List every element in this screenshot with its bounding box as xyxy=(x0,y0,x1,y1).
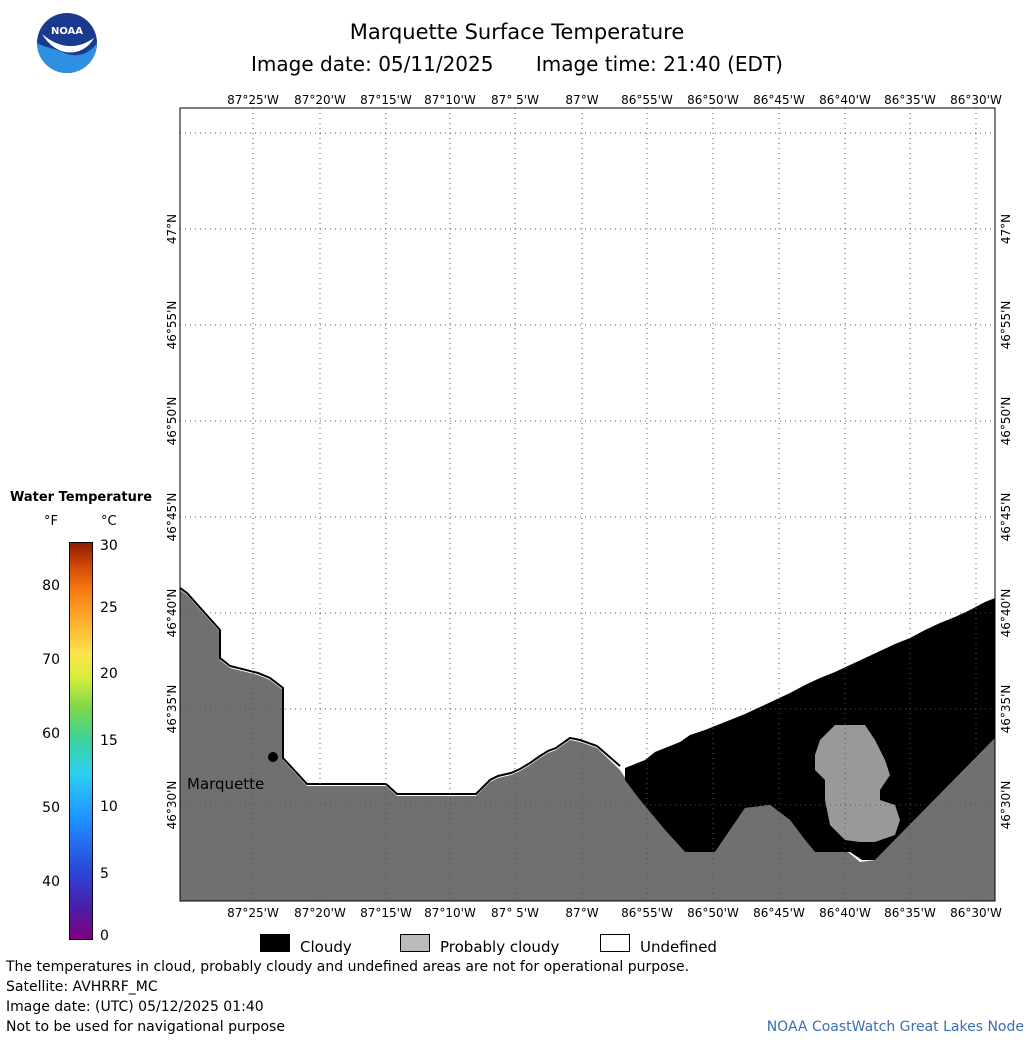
latitude-label-right: 46°30'N xyxy=(999,781,1013,830)
longitude-label-top: 86°50'W xyxy=(687,93,739,107)
undefined-swatch xyxy=(600,934,630,952)
longitude-label-top: 87°25'W xyxy=(227,93,279,107)
city-marker-icon xyxy=(268,752,278,762)
longitude-label-bottom: 87°W xyxy=(565,906,598,920)
longitude-label-bottom: 86°40'W xyxy=(819,906,871,920)
c-tick: 30 xyxy=(100,538,118,554)
c-tick: 25 xyxy=(100,600,118,616)
longitude-label-bottom: 86°50'W xyxy=(687,906,739,920)
f-tick: 60 xyxy=(42,726,60,742)
credit-link[interactable]: NOAA CoastWatch Great Lakes Node xyxy=(766,1019,1024,1035)
footer-disclaimer: The temperatures in cloud, probably clou… xyxy=(6,959,690,975)
longitude-label-bottom: 87°25'W xyxy=(227,906,279,920)
latitude-label-left: 46°55'N xyxy=(165,301,179,350)
noaa-logo-icon: NOAA xyxy=(37,13,97,73)
f-tick: 40 xyxy=(42,874,60,890)
longitude-label-top: 86°55'W xyxy=(621,93,673,107)
latitude-label-left: 46°35'N xyxy=(165,685,179,734)
latitude-label-right: 46°50'N xyxy=(999,397,1013,446)
legend-unit-f: °F xyxy=(44,514,58,529)
footer-utc-date: Image date: (UTC) 05/12/2025 01:40 xyxy=(6,999,264,1015)
latitude-labels-right: 47°N 46°55'N 46°50'N 46°45'N 46°40'N 46°35'N 4… xyxy=(999,214,1013,830)
noaa-logo-text: NOAA xyxy=(51,26,83,37)
probably-cloudy-area xyxy=(815,725,900,842)
longitude-labels-top: 87°25'W 87°20'W 87°15'W 87°10'W 87° 5'W 87°W 8… xyxy=(227,93,1002,107)
map-title: Marquette Surface Temperature xyxy=(349,20,685,44)
latitude-label-left: 46°40'N xyxy=(165,589,179,638)
latitude-label-right: 46°55'N xyxy=(999,301,1013,350)
image-time-label: Image time: 21:40 (EDT) xyxy=(535,52,783,76)
longitude-label-top: 86°30'W xyxy=(950,93,1002,107)
longitude-label-top: 87°W xyxy=(565,93,598,107)
longitude-label-bottom: 86°35'W xyxy=(884,906,936,920)
image-date-label: Image date: 05/11/2025 xyxy=(251,52,494,76)
undefined-label: Undefined xyxy=(640,938,717,956)
probably-cloudy-label: Probably cloudy xyxy=(440,938,560,956)
coastline xyxy=(179,587,621,795)
f-tick: 80 xyxy=(42,578,60,594)
cloudy-swatch xyxy=(260,934,290,952)
latitude-label-right: 46°35'N xyxy=(999,685,1013,734)
probably-cloudy-swatch xyxy=(400,934,430,952)
map-frame xyxy=(179,107,996,902)
temperature-color-bar xyxy=(69,542,93,940)
longitude-label-bottom: 87°10'W xyxy=(424,906,476,920)
longitude-label-top: 87°10'W xyxy=(424,93,476,107)
cloudy-label: Cloudy xyxy=(300,938,352,956)
latitude-labels-left: 47°N 46°55'N 46°50'N 46°45'N 46°40'N 46°35'N 4… xyxy=(165,214,179,830)
land-area xyxy=(180,590,995,901)
cloudy-area xyxy=(625,598,995,860)
longitude-labels-bottom: 87°25'W 87°20'W 87°15'W 87°10'W 87° 5'W 87°W 8… xyxy=(227,906,1002,920)
longitude-label-bottom: 87°20'W xyxy=(294,906,346,920)
latitude-label-left: 46°45'N xyxy=(165,493,179,542)
footer-satellite: Satellite: AVHRRF_MC xyxy=(6,979,158,995)
longitude-label-top: 86°35'W xyxy=(884,93,936,107)
c-tick: 15 xyxy=(100,733,118,749)
c-tick: 0 xyxy=(100,928,109,944)
latitude-label-right: 46°45'N xyxy=(999,493,1013,542)
f-tick: 70 xyxy=(42,652,60,668)
longitude-label-bottom: 86°55'W xyxy=(621,906,673,920)
latitude-label-left: 46°30'N xyxy=(165,781,179,830)
latitude-label-left: 47°N xyxy=(165,214,179,244)
latitude-label-right: 47°N xyxy=(999,214,1013,244)
latitude-label-left: 46°50'N xyxy=(165,397,179,446)
longitude-label-bottom: 86°45'W xyxy=(753,906,805,920)
image-datetime-row: Image date: 05/11/2025 Image time: 21:40… xyxy=(0,52,1034,76)
legend-unit-c: °C xyxy=(101,514,117,529)
longitude-label-top: 87°15'W xyxy=(360,93,412,107)
longitude-label-bottom: 87° 5'W xyxy=(491,906,539,920)
graticule xyxy=(180,108,995,901)
latitude-label-right: 46°40'N xyxy=(999,589,1013,638)
longitude-label-top: 87° 5'W xyxy=(491,93,539,107)
longitude-label-top: 86°40'W xyxy=(819,93,871,107)
longitude-label-bottom: 86°30'W xyxy=(950,906,1002,920)
longitude-label-top: 87°20'W xyxy=(294,93,346,107)
longitude-label-bottom: 87°15'W xyxy=(360,906,412,920)
city-label: Marquette xyxy=(187,775,264,793)
footer-navigation-warning: Not to be used for navigational purpose xyxy=(6,1019,285,1035)
legend-title: Water Temperature xyxy=(10,490,153,505)
longitude-label-top: 86°45'W xyxy=(753,93,805,107)
c-tick: 10 xyxy=(100,799,118,815)
f-tick: 50 xyxy=(42,800,60,816)
c-tick: 5 xyxy=(100,866,109,882)
c-tick: 20 xyxy=(100,666,118,682)
